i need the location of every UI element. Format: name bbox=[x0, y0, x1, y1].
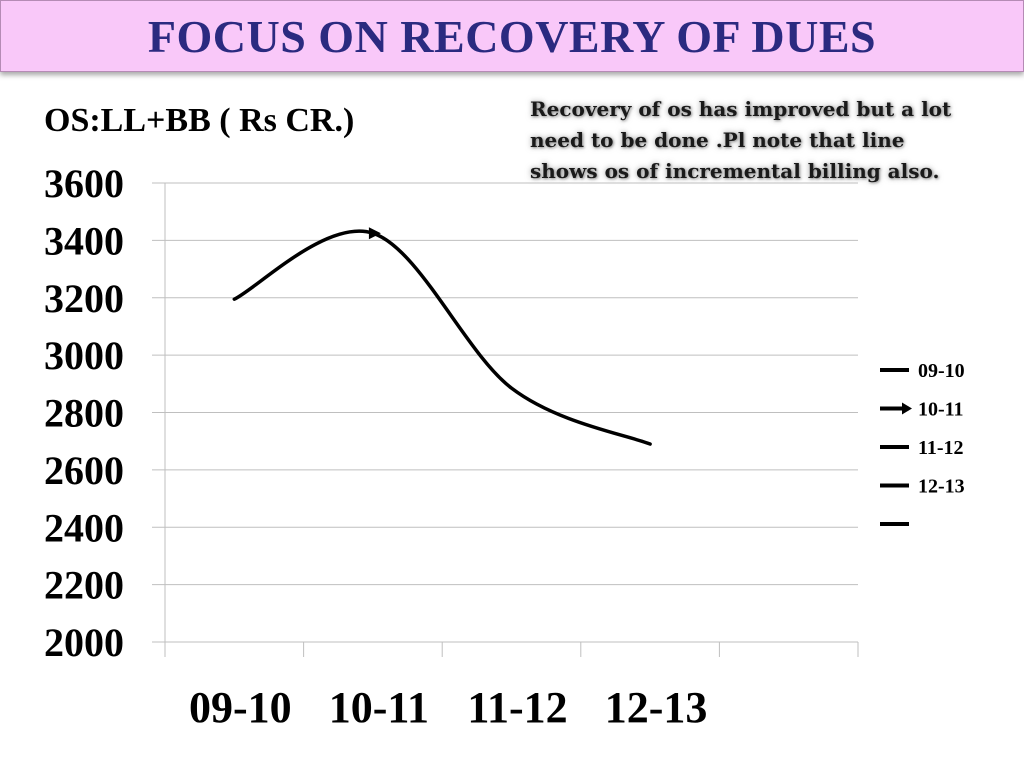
annotation-line-1: Recovery of os has improved but a lot bbox=[530, 97, 952, 121]
data-point-marker bbox=[368, 227, 381, 240]
title-bar: FOCUS ON RECOVERY OF DUES bbox=[0, 0, 1024, 72]
y-tick-label: 3600 bbox=[44, 161, 124, 206]
y-tick-label: 2000 bbox=[44, 620, 124, 665]
annotation-line-3: shows os of incremental billing also. bbox=[530, 159, 940, 183]
y-tick-label: 2400 bbox=[44, 505, 124, 550]
legend-label: 09-10 bbox=[918, 360, 965, 382]
x-tick-label: 12-13 bbox=[605, 683, 708, 732]
y-tick-label: 3000 bbox=[44, 333, 124, 378]
y-tick-label: 2600 bbox=[44, 448, 124, 493]
y-tick-label: 2200 bbox=[44, 563, 124, 608]
page-title: FOCUS ON RECOVERY OF DUES bbox=[147, 10, 877, 62]
legend-label: 12-13 bbox=[918, 476, 965, 498]
y-tick-label: 3400 bbox=[44, 218, 124, 263]
x-tick-label: 11-12 bbox=[467, 683, 567, 732]
y-tick-label: 2800 bbox=[44, 391, 124, 436]
annotation-note: Recovery of os has improved but a lot ne… bbox=[530, 94, 990, 187]
y-axis-label: OS:LL+BB ( Rs CR.) bbox=[44, 102, 355, 139]
y-tick-label: 3200 bbox=[44, 276, 124, 321]
series-line bbox=[232, 229, 652, 446]
x-tick-label: 09-10 bbox=[189, 683, 292, 732]
legend-label: 11-12 bbox=[918, 437, 964, 459]
legend-label: 10-11 bbox=[918, 399, 964, 421]
annotation-line-2: need to be done .Pl note that line bbox=[530, 128, 905, 152]
x-tick-label: 10-11 bbox=[329, 683, 429, 732]
legend-arrow-marker bbox=[902, 402, 912, 415]
